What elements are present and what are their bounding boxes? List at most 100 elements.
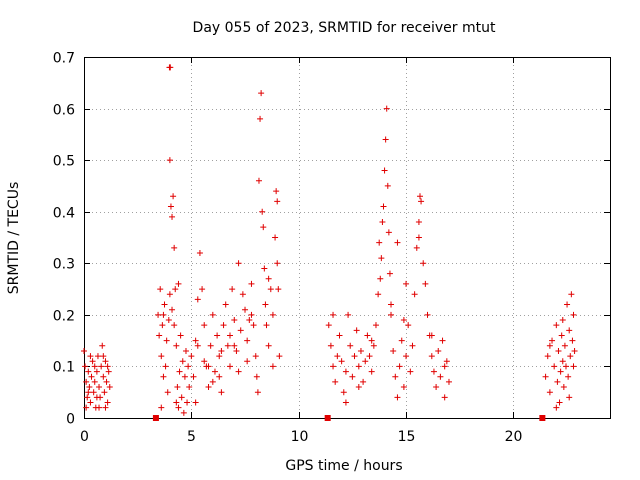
data-point [362,358,369,365]
data-point [250,322,257,329]
data-point [334,353,341,360]
data-point [386,270,393,277]
data-point [201,322,208,329]
data-point [560,384,567,391]
data-point [91,378,98,385]
plot-frame [84,57,611,419]
data-point [83,378,90,385]
data-point [261,265,268,272]
data-point [209,311,216,318]
data-point [201,358,208,365]
data-point [396,363,403,370]
data-point [166,157,173,164]
data-point [413,244,420,251]
data-point [235,368,242,375]
data-point [222,301,229,308]
data-point [403,353,410,360]
data-point [338,358,345,365]
data-point [199,286,206,293]
data-point [274,260,281,267]
data-point [259,208,266,215]
data-point [336,332,343,339]
x-tick-label: 10 [291,429,309,445]
data-point [351,353,358,360]
data-point [85,368,92,375]
data-point [439,337,446,344]
data-point [231,317,238,324]
data-point [385,229,392,236]
data-point [175,404,182,411]
data-point [381,167,388,174]
data-point [96,404,103,411]
data-point [355,363,362,370]
data-point [377,275,384,282]
data-point [89,358,96,365]
data-point [174,384,181,391]
data-point [420,260,427,267]
data-point [229,286,236,293]
data-point [248,280,255,287]
data-point [364,332,371,339]
data-point [418,198,425,205]
y-tick-label: 0.5 [53,154,75,170]
data-point [407,368,414,375]
data-point [347,342,354,349]
data-point [428,332,435,339]
data-point [170,193,177,200]
x-tick-label: 15 [398,429,416,445]
data-point [186,384,193,391]
data-point [549,337,556,344]
data-point [327,342,334,349]
data-point [90,389,97,396]
data-point [194,342,201,349]
data-point [173,399,180,406]
data-point [416,193,423,200]
data-point [211,368,218,375]
data-point [542,373,549,380]
data-point [564,301,571,308]
data-point [190,373,197,380]
data-point [233,347,240,354]
data-point [81,347,87,354]
data-point [104,399,111,406]
y-tick-label: 0.3 [53,257,75,273]
x-axis-label: GPS time / hours [285,458,402,474]
data-point [370,342,377,349]
data-point [102,404,109,411]
data-point [244,358,251,365]
data-point [415,234,422,241]
x-tick-label: 0 [80,429,89,445]
data-point [93,394,100,401]
data-point [156,332,163,339]
data-point [437,373,444,380]
data-point [82,363,89,370]
y-tick-label: 0.1 [53,360,75,376]
data-point [157,286,164,293]
data-point [383,105,390,112]
data-point [325,322,332,329]
data-point [544,353,551,360]
data-point [226,332,233,339]
data-point [405,322,412,329]
data-point [96,384,103,391]
data-point [269,363,276,370]
data-point [83,404,90,411]
data-point [171,244,178,251]
data-point [571,347,578,354]
data-point [400,317,407,324]
data-point [218,347,225,354]
data-point [409,342,416,349]
data-point [237,327,244,334]
data-point [353,327,360,334]
data-point [94,353,101,360]
data-point [87,399,94,406]
gridlines [84,57,610,418]
data-point [366,353,373,360]
data-point [169,213,176,220]
data-point [161,301,168,308]
data-point [159,322,166,329]
data-point [559,317,566,324]
data-point [273,188,280,195]
data-point [84,394,91,401]
data-point [263,322,270,329]
